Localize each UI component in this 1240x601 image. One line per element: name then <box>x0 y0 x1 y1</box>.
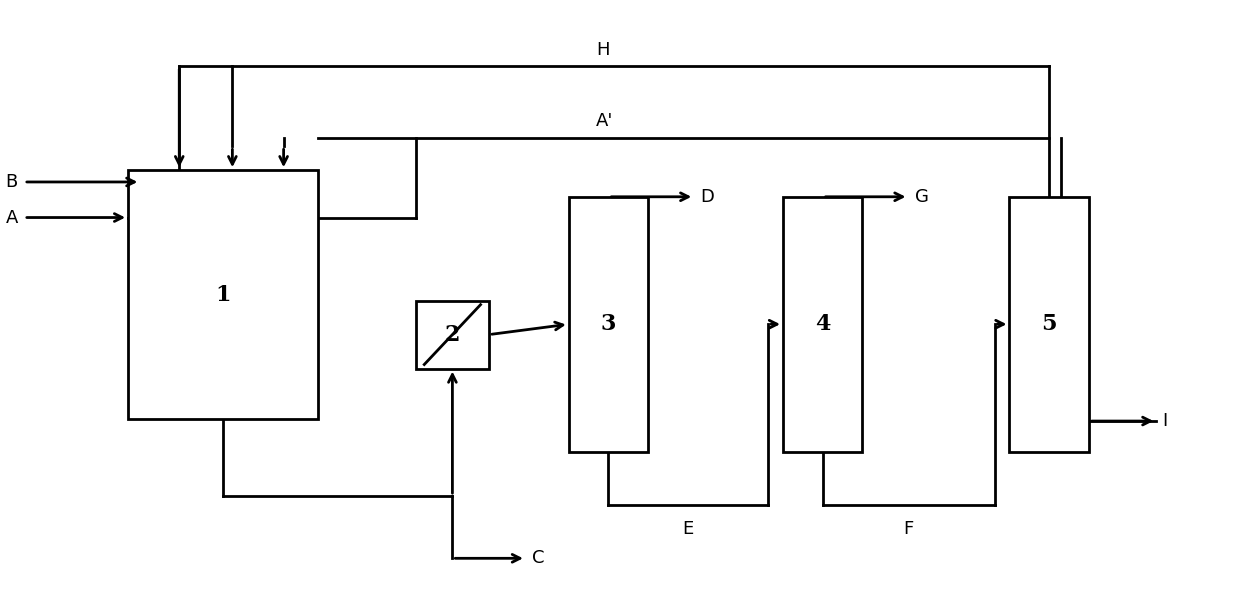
Bar <box>782 197 863 451</box>
Text: 5: 5 <box>1042 313 1056 335</box>
Text: D: D <box>701 188 714 206</box>
Text: A': A' <box>596 112 614 130</box>
Text: C: C <box>532 549 544 567</box>
Text: I: I <box>1162 412 1168 430</box>
Text: E: E <box>683 520 694 538</box>
Text: A: A <box>5 209 17 227</box>
Text: 1: 1 <box>216 284 231 305</box>
Text: 3: 3 <box>601 313 616 335</box>
Text: F: F <box>904 520 914 538</box>
Bar <box>128 170 317 419</box>
Text: 2: 2 <box>445 323 460 346</box>
Text: H: H <box>596 41 610 59</box>
Text: G: G <box>915 188 929 206</box>
Text: 4: 4 <box>815 313 831 335</box>
Bar <box>415 300 489 368</box>
Bar <box>1009 197 1089 451</box>
Text: B: B <box>6 173 17 191</box>
Bar <box>569 197 649 451</box>
